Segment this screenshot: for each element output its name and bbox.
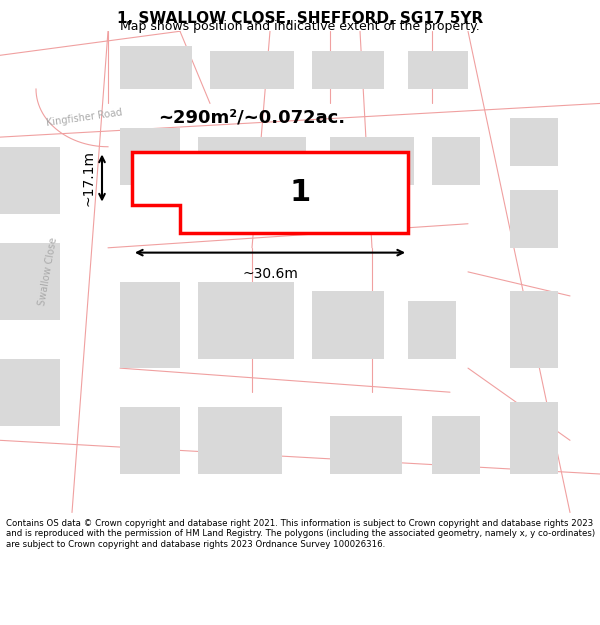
Polygon shape (210, 51, 294, 89)
Polygon shape (0, 147, 60, 214)
Polygon shape (120, 46, 192, 89)
Text: ~290m²/~0.072ac.: ~290m²/~0.072ac. (158, 109, 346, 127)
Polygon shape (198, 137, 306, 185)
Text: 1: 1 (289, 178, 311, 207)
Polygon shape (330, 416, 402, 474)
Text: Kingfisher Road: Kingfisher Road (46, 107, 122, 128)
Polygon shape (120, 281, 180, 368)
Polygon shape (510, 402, 558, 474)
Text: ~17.1m: ~17.1m (82, 150, 96, 206)
Polygon shape (330, 137, 414, 185)
Polygon shape (198, 407, 282, 474)
Text: Map shows position and indicative extent of the property.: Map shows position and indicative extent… (120, 20, 480, 32)
Polygon shape (312, 51, 384, 89)
Text: Swallow Close: Swallow Close (37, 237, 59, 307)
Polygon shape (0, 243, 60, 320)
Text: ~30.6m: ~30.6m (242, 267, 298, 281)
Polygon shape (198, 281, 294, 359)
Polygon shape (408, 301, 456, 359)
Text: 1, SWALLOW CLOSE, SHEFFORD, SG17 5YR: 1, SWALLOW CLOSE, SHEFFORD, SG17 5YR (117, 11, 483, 26)
Polygon shape (120, 127, 180, 185)
Polygon shape (510, 291, 558, 368)
Polygon shape (0, 359, 60, 426)
Text: Contains OS data © Crown copyright and database right 2021. This information is : Contains OS data © Crown copyright and d… (6, 519, 595, 549)
Polygon shape (432, 137, 480, 185)
Polygon shape (408, 51, 468, 89)
Polygon shape (432, 416, 480, 474)
Polygon shape (510, 118, 558, 166)
Polygon shape (120, 407, 180, 474)
Polygon shape (510, 190, 558, 248)
Polygon shape (132, 151, 408, 233)
Polygon shape (312, 291, 384, 359)
